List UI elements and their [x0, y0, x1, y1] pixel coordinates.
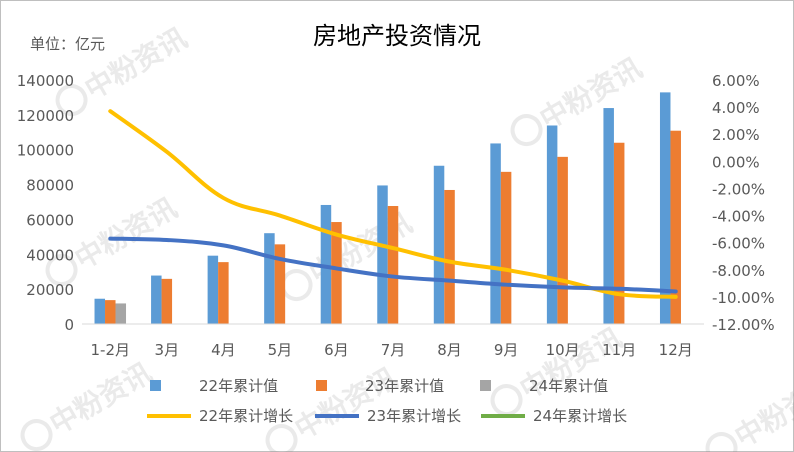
watermark-text: 中粉资讯: [69, 191, 183, 276]
bar: [94, 298, 106, 324]
watermark-logo-icon: [490, 384, 523, 417]
bar: [603, 108, 614, 324]
watermark: 中粉资讯: [705, 369, 794, 452]
watermark-logo-icon: [20, 419, 53, 452]
bar: [387, 206, 399, 324]
bar: [264, 233, 275, 324]
left-y-tick-label: 0: [64, 316, 74, 334]
watermark-text: 中粉资讯: [289, 361, 403, 446]
x-tick-label: 5月: [268, 341, 293, 359]
x-tick-label: 1-2月: [91, 341, 131, 359]
watermark-text: 中粉资讯: [729, 369, 794, 452]
bar: [115, 303, 127, 324]
watermark-logo-icon: [510, 114, 543, 147]
right-y-tick-label: -12.00%: [712, 316, 775, 334]
bar: [490, 143, 501, 324]
right-y-tick-label: 0.00%: [712, 153, 760, 171]
bar: [670, 130, 681, 324]
x-tick-label: 3月: [155, 341, 180, 359]
legend-label: 24年累计值: [529, 377, 608, 395]
bar: [207, 255, 219, 324]
x-tick-label: 10月: [546, 341, 580, 359]
right-y-axis: -12.00% -10.00% -8.00% -6.00% -4.00% -2.00% 0.…: [712, 72, 775, 334]
right-y-tick-label: -2.00%: [712, 180, 765, 198]
left-y-tick-label: 40000: [26, 246, 74, 264]
chart-title: 房地产投资情况: [313, 22, 481, 50]
legend: 22年累计值 23年累计值 24年累计值 22年累计增长 23年累计增长 24年累计增长: [147, 377, 627, 425]
left-y-tick-label: 60000: [26, 211, 74, 229]
right-y-tick-label: -8.00%: [712, 262, 765, 280]
watermark-text: 中粉资讯: [79, 21, 193, 106]
right-y-tick-label: 6.00%: [712, 72, 760, 90]
bar: [613, 142, 625, 324]
series-line: [108, 236, 678, 294]
bar: [218, 262, 229, 324]
bar: [320, 204, 332, 324]
bar: [659, 92, 671, 324]
bar: [546, 125, 558, 324]
bar: [161, 278, 173, 324]
left-y-tick-label: 100000: [17, 142, 74, 160]
legend-label: 23年累计增长: [367, 407, 461, 425]
x-tick-label: 9月: [494, 341, 519, 359]
legend-swatch: [316, 380, 327, 391]
watermark: 中粉资讯: [20, 356, 158, 452]
legend-label: 23年累计值: [365, 377, 444, 395]
unit-label: 单位：亿元: [30, 35, 105, 53]
x-tick-label: 7月: [381, 341, 406, 359]
bar: [500, 171, 512, 324]
bar: [557, 156, 568, 324]
x-axis: 1-2月 3月 4月 5月 6月 7月 8月 9月 10月 11月 12月: [91, 341, 693, 359]
bar: [377, 185, 388, 324]
left-y-tick-label: 120000: [17, 107, 74, 125]
legend-label: 24年累计增长: [533, 407, 627, 425]
watermark-text: 中粉资讯: [534, 51, 648, 136]
bar: [444, 189, 455, 324]
right-y-tick-label: -10.00%: [712, 289, 775, 307]
watermark-logo-icon: [55, 84, 88, 117]
series-line: [108, 109, 678, 299]
bar-series-group: [94, 92, 681, 324]
bar: [105, 300, 116, 324]
watermark-logo-icon: [705, 432, 738, 452]
x-tick-label: 8月: [437, 341, 462, 359]
left-y-tick-label: 20000: [26, 281, 74, 299]
bar: [331, 222, 342, 324]
legend-swatch: [480, 380, 491, 391]
x-tick-label: 11月: [602, 341, 636, 359]
bar: [274, 244, 286, 324]
right-y-tick-label: -6.00%: [712, 235, 765, 253]
line-series-group: [108, 109, 678, 299]
watermark-text: 中粉资讯: [44, 356, 158, 441]
x-tick-label: 12月: [659, 341, 693, 359]
right-y-tick-label: 2.00%: [712, 126, 760, 144]
legend-swatch: [150, 380, 161, 391]
bar: [433, 165, 445, 324]
watermark: 中粉资讯: [510, 51, 648, 147]
left-y-tick-label: 140000: [17, 72, 74, 90]
legend-label: 22年累计值: [199, 377, 278, 395]
watermark-logo-icon: [45, 254, 78, 287]
left-y-axis: 0 20000 40000 60000 80000 100000 120000 140000: [17, 72, 74, 334]
x-tick-label: 6月: [324, 341, 349, 359]
x-tick-label: 4月: [211, 341, 236, 359]
right-y-tick-label: -4.00%: [712, 208, 765, 226]
watermark-logo-icon: [265, 424, 298, 452]
left-y-tick-label: 80000: [26, 177, 74, 195]
bar: [151, 275, 162, 324]
right-y-tick-label: 4.00%: [712, 99, 760, 117]
legend-label: 22年累计增长: [199, 407, 293, 425]
